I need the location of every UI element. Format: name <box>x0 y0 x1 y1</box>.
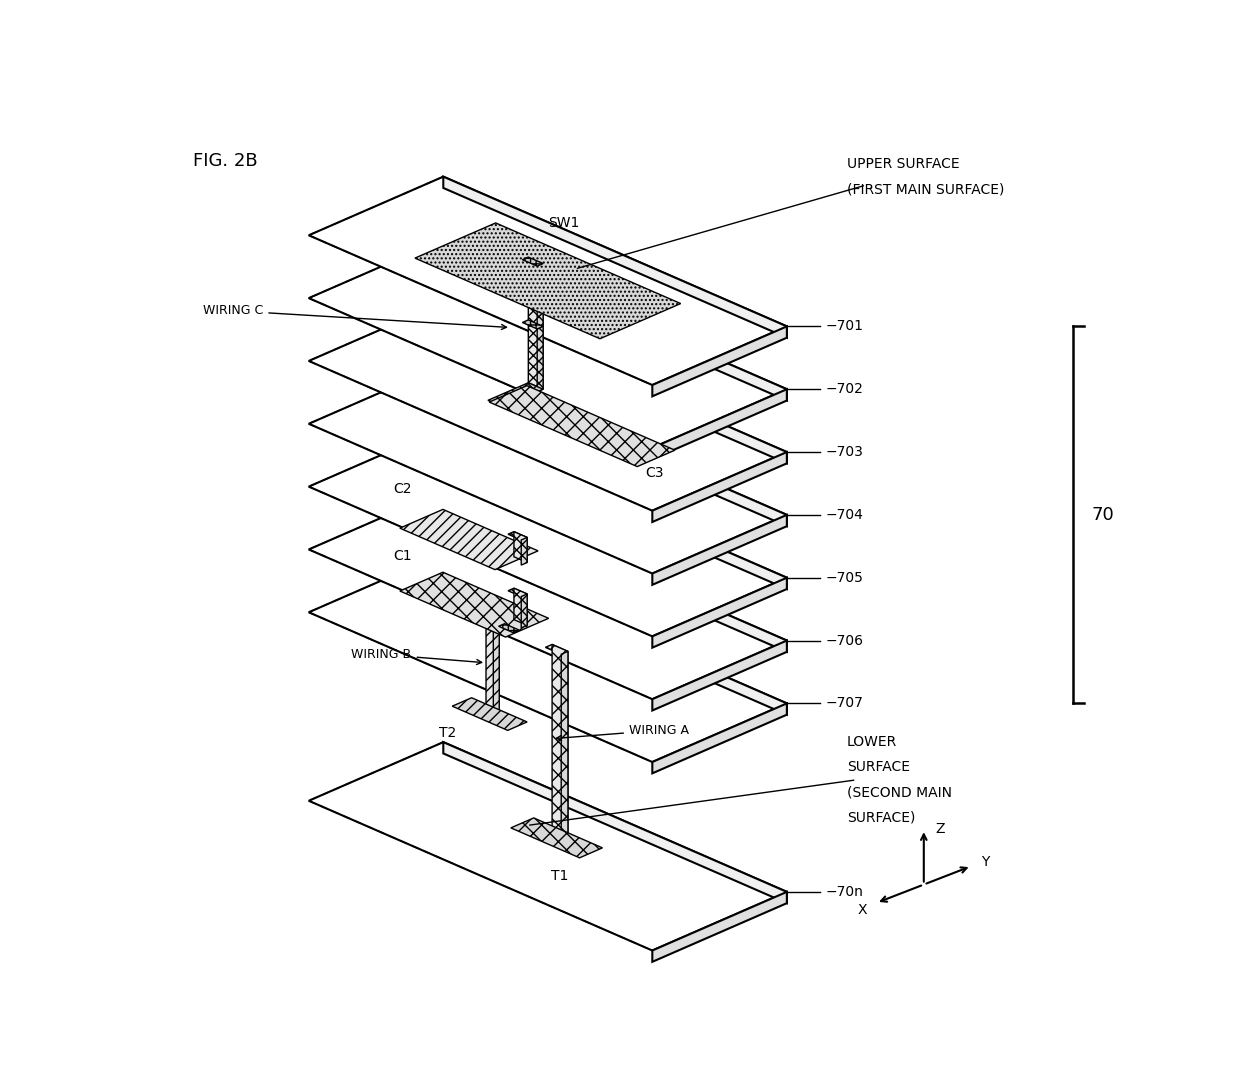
Text: SW1: SW1 <box>548 215 579 230</box>
Text: 70: 70 <box>1092 506 1115 524</box>
Text: SURFACE): SURFACE) <box>847 811 915 825</box>
Polygon shape <box>309 176 787 385</box>
Polygon shape <box>511 818 603 857</box>
Text: WIRING B: WIRING B <box>351 647 481 665</box>
Text: T1: T1 <box>552 869 569 883</box>
Polygon shape <box>444 239 787 400</box>
Polygon shape <box>652 578 787 647</box>
Polygon shape <box>309 239 787 448</box>
Polygon shape <box>498 623 520 633</box>
Polygon shape <box>652 452 787 522</box>
Text: −703: −703 <box>826 445 863 459</box>
Text: UPPER SURFACE: UPPER SURFACE <box>847 157 960 171</box>
Polygon shape <box>444 366 787 527</box>
Polygon shape <box>399 572 548 638</box>
Polygon shape <box>309 742 787 951</box>
Polygon shape <box>546 644 568 654</box>
Text: (FIRST MAIN SURFACE): (FIRST MAIN SURFACE) <box>847 182 1004 196</box>
Polygon shape <box>415 223 681 338</box>
Text: LOWER: LOWER <box>847 735 898 750</box>
Text: SURFACE: SURFACE <box>847 761 910 775</box>
Polygon shape <box>562 652 568 843</box>
Text: C3: C3 <box>646 466 665 480</box>
Polygon shape <box>652 703 787 774</box>
Polygon shape <box>652 390 787 459</box>
Polygon shape <box>444 428 787 589</box>
Polygon shape <box>522 320 543 329</box>
Polygon shape <box>444 176 787 337</box>
Text: C2: C2 <box>393 482 412 496</box>
Text: −706: −706 <box>826 633 863 647</box>
Polygon shape <box>399 509 538 570</box>
Polygon shape <box>453 697 527 730</box>
Polygon shape <box>494 621 500 718</box>
Polygon shape <box>522 257 543 267</box>
Polygon shape <box>652 641 787 710</box>
Text: −705: −705 <box>826 571 863 584</box>
Polygon shape <box>486 616 500 716</box>
Polygon shape <box>309 302 787 510</box>
Polygon shape <box>490 385 675 467</box>
Text: X: X <box>857 903 867 917</box>
Polygon shape <box>652 515 787 585</box>
Polygon shape <box>652 326 787 396</box>
Polygon shape <box>521 594 527 628</box>
Text: FIG. 2B: FIG. 2B <box>193 151 258 170</box>
Text: −70n: −70n <box>826 885 863 899</box>
Text: (SECOND MAIN: (SECOND MAIN <box>847 786 952 800</box>
Text: C1: C1 <box>393 549 412 564</box>
Text: −701: −701 <box>826 320 863 333</box>
Polygon shape <box>309 366 787 573</box>
Text: WIRING A: WIRING A <box>557 724 689 741</box>
Polygon shape <box>444 491 787 652</box>
Polygon shape <box>513 532 527 562</box>
Polygon shape <box>508 589 527 596</box>
Polygon shape <box>652 892 787 962</box>
Polygon shape <box>513 589 527 626</box>
Polygon shape <box>444 742 787 903</box>
Polygon shape <box>552 644 568 840</box>
Text: Y: Y <box>981 855 990 869</box>
Polygon shape <box>528 257 543 390</box>
Polygon shape <box>521 537 527 565</box>
Polygon shape <box>309 554 787 762</box>
Polygon shape <box>487 383 543 407</box>
Polygon shape <box>480 616 500 625</box>
Text: −707: −707 <box>826 696 863 710</box>
Polygon shape <box>508 532 527 540</box>
Text: −702: −702 <box>826 382 863 396</box>
Polygon shape <box>444 302 787 463</box>
Polygon shape <box>444 554 787 715</box>
Polygon shape <box>309 428 787 636</box>
Text: WIRING C: WIRING C <box>203 305 506 330</box>
Polygon shape <box>522 257 543 267</box>
Text: Z: Z <box>935 823 945 837</box>
Text: −704: −704 <box>826 508 863 522</box>
Polygon shape <box>309 491 787 700</box>
Text: T2: T2 <box>439 726 456 740</box>
Polygon shape <box>537 263 543 392</box>
